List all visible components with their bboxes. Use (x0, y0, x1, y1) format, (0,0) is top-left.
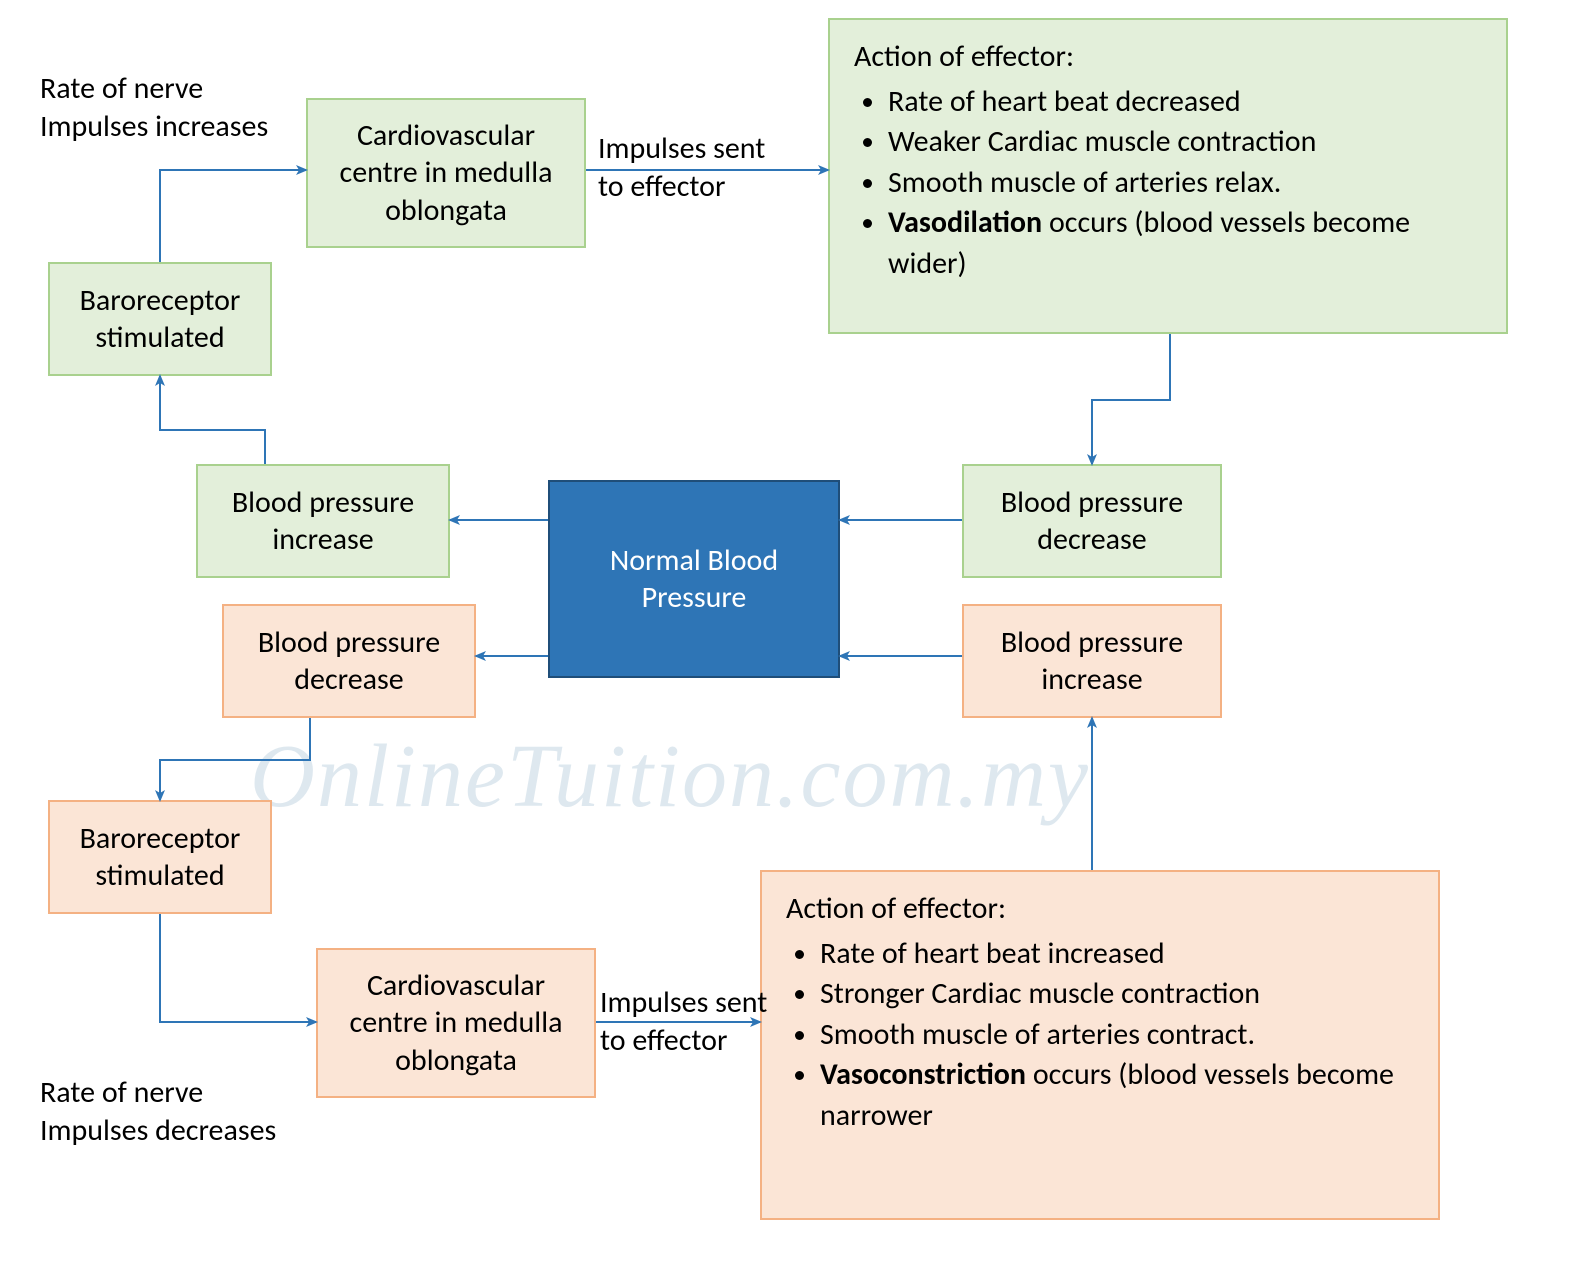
node-effector-orange: Action of effector: Rate of heart beat i… (760, 870, 1440, 1220)
arrow (160, 914, 316, 1022)
node-normal-bp: Normal Blood Pressure (548, 480, 840, 678)
watermark: OnlineTuition.com.my (250, 725, 1090, 828)
node-bp-increase-green: Blood pressure increase (196, 464, 450, 578)
node-effector-green: Action of effector: Rate of heart beat d… (828, 18, 1508, 334)
arrow (160, 170, 306, 262)
list-item: Smooth muscle of arteries contract. (820, 1015, 1414, 1056)
arrow (160, 376, 265, 464)
effector-title-orange: Action of effector: (786, 890, 1006, 928)
node-cv-centre-green: Cardiovascular centre in medulla oblonga… (306, 98, 586, 248)
label-rate-increases: Rate of nerveImpulses increases (40, 70, 268, 145)
node-baroreceptor-orange: Baroreceptor stimulated (48, 800, 272, 914)
node-bp-decrease-orange: Blood pressure decrease (222, 604, 476, 718)
label-rate-decreases: Rate of nerveImpulses decreases (40, 1074, 276, 1149)
effector-title-green: Action of effector: (854, 38, 1074, 76)
node-bp-decrease-green: Blood pressure decrease (962, 464, 1222, 578)
arrow (1092, 334, 1170, 464)
list-item: Weaker Cardiac muscle contraction (888, 122, 1482, 163)
list-item: Rate of heart beat decreased (888, 82, 1482, 123)
label-impulses-sent-top: Impulses sentto effector (598, 130, 765, 205)
list-item: Stronger Cardiac muscle contraction (820, 974, 1414, 1015)
list-item: Rate of heart beat increased (820, 934, 1414, 975)
node-baroreceptor-green: Baroreceptor stimulated (48, 262, 272, 376)
list-item: Smooth muscle of arteries relax. (888, 163, 1482, 204)
list-item: Vasodilation occurs (blood vessels becom… (888, 203, 1482, 284)
effector-list-orange: Rate of heart beat increased Stronger Ca… (786, 934, 1414, 1137)
node-bp-increase-orange: Blood pressure increase (962, 604, 1222, 718)
label-impulses-sent-bot: Impulses sentto effector (600, 984, 767, 1059)
list-item: Vasoconstriction occurs (blood vessels b… (820, 1055, 1414, 1136)
effector-list-green: Rate of heart beat decreased Weaker Card… (854, 82, 1482, 285)
node-cv-centre-orange: Cardiovascular centre in medulla oblonga… (316, 948, 596, 1098)
